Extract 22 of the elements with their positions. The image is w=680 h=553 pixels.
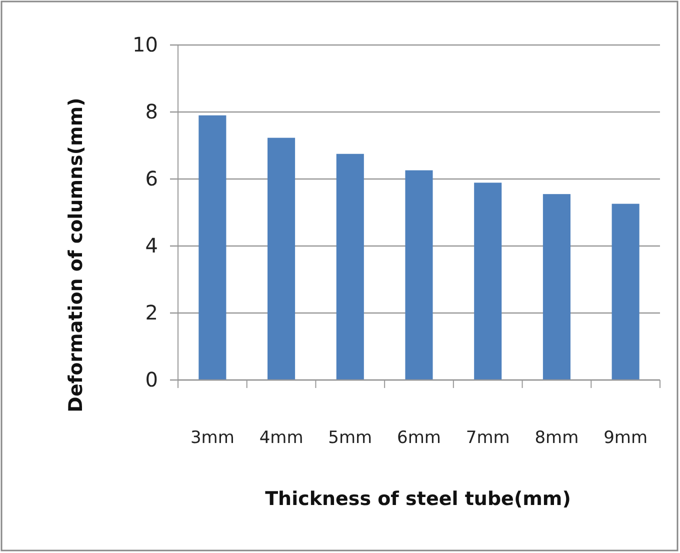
y-axis-title: Deformation of columns(mm): [65, 98, 87, 412]
x-tick-label: 8mm: [534, 428, 579, 448]
y-tick-label: 4: [145, 233, 158, 258]
bar: [405, 170, 433, 380]
x-tick-label: 6mm: [397, 428, 441, 448]
x-tick-label: 5mm: [328, 428, 372, 448]
bar: [612, 204, 640, 380]
bar: [474, 182, 502, 380]
y-tick-label: 0: [145, 367, 158, 392]
x-axis-title: Thickness of steel tube(mm): [265, 488, 571, 510]
y-tick-label: 10: [132, 32, 158, 56]
x-tick-label: 4mm: [259, 428, 304, 448]
y-tick-label: 6: [145, 166, 158, 190]
x-tick-label: 9mm: [604, 428, 648, 448]
y-tick-label: 2: [145, 300, 158, 324]
x-tick-label: 3mm: [190, 428, 234, 448]
bar: [542, 194, 570, 380]
bar: [336, 154, 364, 380]
bar: [198, 115, 226, 380]
x-tick-label: 7mm: [466, 428, 510, 448]
y-tick-label: 8: [145, 99, 158, 124]
bar: [268, 138, 296, 380]
